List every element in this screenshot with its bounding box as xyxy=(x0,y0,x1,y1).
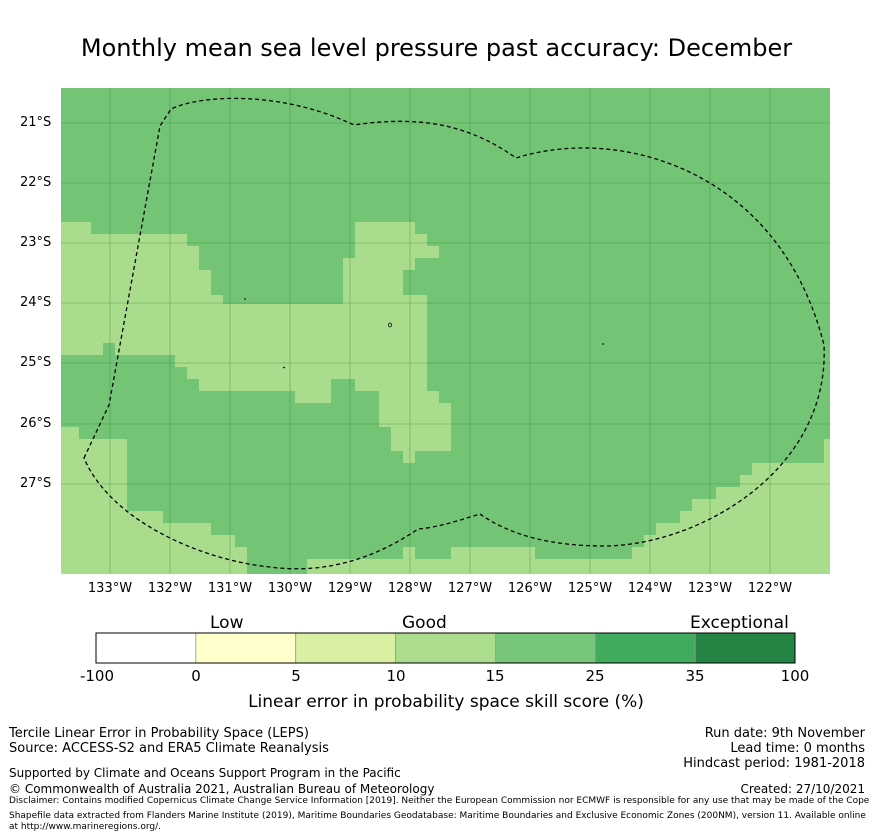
run-date-text: Run date: 9th November xyxy=(704,726,865,741)
colorbar-segment xyxy=(395,632,496,664)
west-light-notch xyxy=(61,304,175,355)
lat-label: 24°S xyxy=(20,295,52,310)
lead-time-text: Lead time: 0 months xyxy=(730,741,865,756)
lon-label: 124°W xyxy=(627,581,673,596)
lon-label: 125°W xyxy=(567,581,613,596)
colorbar-tick: 100 xyxy=(780,667,810,685)
disclaimer-text: Disclaimer: Contains modified Copernicus… xyxy=(9,796,869,806)
colorbar-tick: 0 xyxy=(191,667,201,685)
lon-label: 122°W xyxy=(747,581,793,596)
copyright-text: © Commonwealth of Australia 2021, Austra… xyxy=(9,782,435,796)
method-text: Tercile Linear Error in Probability Spac… xyxy=(9,726,309,741)
island-marker xyxy=(388,322,392,328)
lon-label: 129°W xyxy=(327,581,373,596)
lon-label: 132°W xyxy=(147,581,193,596)
colorbar-tick: 35 xyxy=(685,667,705,685)
lon-label: 133°W xyxy=(87,581,133,596)
lon-label: 130°W xyxy=(267,581,313,596)
support-text: Supported by Climate and Oceans Support … xyxy=(9,766,401,780)
colorbar-tick: 25 xyxy=(585,667,605,685)
lat-label: 26°S xyxy=(20,416,52,431)
island-marker xyxy=(282,366,286,369)
source-text: Source: ACCESS-S2 and ERA5 Climate Reana… xyxy=(9,741,329,756)
colorbar-segment xyxy=(195,632,297,664)
colorbar-segment xyxy=(594,632,696,664)
colorbar-segment xyxy=(694,632,796,664)
hindcast-text: Hindcast period: 1981-2018 xyxy=(683,756,865,771)
colorbar-segment xyxy=(295,632,396,664)
lat-label: 22°S xyxy=(20,175,52,190)
southwest-light-region xyxy=(61,427,247,574)
created-text: Created: 27/10/2021 xyxy=(740,782,865,796)
colorbar-frame xyxy=(95,632,796,664)
eez-boundary xyxy=(83,97,825,570)
lon-label: 126°W xyxy=(507,581,553,596)
lat-label: 23°S xyxy=(20,235,52,250)
colorbar-tick: -100 xyxy=(79,667,115,685)
colorbar-label: Linear error in probability space skill … xyxy=(248,692,644,712)
colorbar-segment xyxy=(95,632,197,664)
colorbar-tick: 15 xyxy=(485,667,505,685)
colorbar-tick: 5 xyxy=(291,667,301,685)
lat-label: 21°S xyxy=(20,115,52,130)
lat-label: 25°S xyxy=(20,355,52,370)
lon-label: 131°W xyxy=(207,581,253,596)
lon-label: 123°W xyxy=(687,581,733,596)
lon-label: 127°W xyxy=(447,581,493,596)
colorbar-tick: 10 xyxy=(386,667,406,685)
lat-label: 27°S xyxy=(20,476,52,491)
light-skill-region xyxy=(61,222,830,574)
south-light-region xyxy=(307,439,830,574)
colorbar-segment xyxy=(495,632,596,664)
grid-lines xyxy=(61,88,830,574)
west-light-region xyxy=(61,222,451,463)
shapefile-text: Shapefile data extracted from Flanders M… xyxy=(9,811,866,832)
chart-title: Monthly mean sea level pressure past acc… xyxy=(80,34,793,62)
category-exceptional: Exceptional xyxy=(690,613,789,633)
colorbar xyxy=(95,632,796,664)
lon-label: 128°W xyxy=(387,581,433,596)
category-good: Good xyxy=(402,613,447,633)
category-low: Low xyxy=(210,613,244,633)
